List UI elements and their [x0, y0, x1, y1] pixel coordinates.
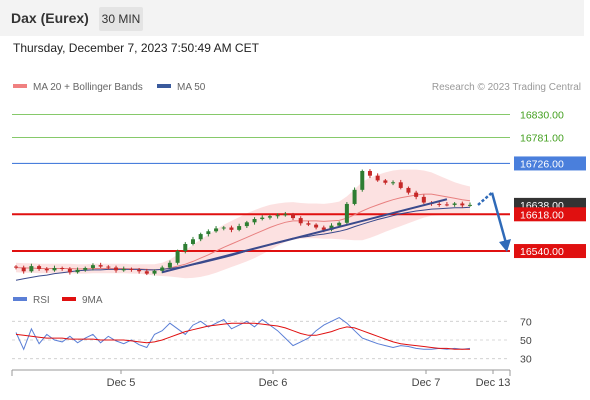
candle	[44, 268, 49, 271]
price-label-16540: 16540.00	[520, 246, 564, 258]
candle	[152, 270, 157, 274]
price-label-box-16726	[514, 156, 586, 171]
candle	[329, 225, 334, 230]
candle	[352, 189, 357, 204]
candle	[221, 227, 226, 229]
candle	[167, 262, 172, 268]
legend-label-rsi: RSI	[33, 295, 50, 306]
rsi-tick-70: 70	[520, 316, 532, 328]
price-label-box-16540	[514, 244, 586, 259]
candle	[375, 175, 380, 181]
ma20-line	[15, 193, 471, 271]
candle	[75, 269, 80, 273]
candle	[52, 267, 57, 271]
candle	[206, 231, 211, 235]
candle	[114, 267, 119, 271]
candle	[321, 227, 326, 230]
candle	[83, 267, 88, 270]
candle	[175, 251, 180, 263]
candle	[98, 265, 103, 267]
candle	[90, 265, 95, 268]
x-tick-label-2: Dec 7	[412, 377, 441, 389]
legend-swatch-ma50	[157, 84, 171, 88]
price-label-16830: 16830.00	[520, 109, 564, 121]
x-tick-label-0: Dec 5	[107, 377, 136, 389]
candle	[137, 269, 142, 272]
x-tick-label-3: Dec 13	[476, 377, 511, 389]
trendline	[161, 198, 448, 274]
candle	[291, 214, 296, 219]
candle	[14, 266, 18, 268]
candle	[283, 214, 288, 216]
forecast-arrow-head	[499, 239, 511, 253]
timeframe-button[interactable]: 30 MIN	[99, 7, 143, 31]
candle	[29, 266, 34, 272]
candle	[406, 187, 411, 193]
legend-swatch-ma20	[13, 84, 27, 88]
candle	[314, 224, 319, 228]
candle	[298, 218, 303, 224]
rsi-tick-30: 30	[520, 354, 532, 366]
candle	[144, 271, 149, 274]
legend-label-ma20: MA 20 + Bollinger Bands	[33, 82, 143, 93]
candle	[106, 266, 111, 268]
candle	[183, 243, 188, 252]
candle	[306, 223, 311, 225]
candle	[121, 268, 126, 271]
candle	[383, 180, 388, 183]
candle	[468, 204, 472, 206]
candle	[37, 266, 42, 269]
candle	[275, 215, 280, 217]
candle	[214, 228, 219, 232]
rsi-tick-50: 50	[520, 335, 532, 347]
candle	[460, 203, 465, 206]
legend-label-9ma: 9MA	[82, 295, 103, 306]
candle	[414, 192, 419, 197]
candle	[244, 222, 249, 227]
price-label-box-16618	[514, 207, 586, 222]
candle	[267, 216, 272, 218]
candle	[452, 203, 457, 205]
legend-swatch-rsi	[13, 297, 27, 301]
legend-swatch-9ma	[62, 297, 76, 301]
candle	[421, 196, 426, 203]
candle	[21, 267, 26, 272]
candle	[129, 268, 134, 270]
candle	[444, 204, 449, 206]
forecast-arrow-shaft	[490, 192, 508, 244]
candle	[252, 219, 257, 223]
header-bar: Dax (Eurex) 30 MIN	[0, 0, 584, 36]
x-tick-label-1: Dec 6	[259, 377, 288, 389]
legend-label-ma50: MA 50	[177, 82, 206, 93]
candle	[260, 217, 265, 220]
candle	[198, 234, 203, 240]
timestamp: Thursday, December 7, 2023 7:50:49 AM CE…	[13, 41, 259, 55]
candle	[337, 222, 342, 226]
copyright: Research © 2023 Trading Central	[432, 82, 581, 93]
candle	[60, 267, 65, 269]
rsi-9ma-line	[15, 322, 470, 350]
candle	[360, 170, 365, 190]
candle	[237, 226, 242, 230]
candle	[367, 170, 372, 176]
candle	[160, 267, 165, 271]
rsi-line	[15, 317, 471, 351]
candle	[229, 227, 234, 230]
price-label-16726: 16726.00	[520, 158, 564, 170]
forecast-arrow-start	[477, 191, 493, 206]
candle	[344, 203, 349, 223]
price-label-16618: 16618.00	[520, 209, 564, 221]
candle	[67, 268, 72, 273]
instrument-title: Dax (Eurex)	[11, 10, 89, 26]
candle	[190, 239, 195, 244]
candle	[391, 182, 396, 184]
price-label-16781: 16781.00	[520, 133, 564, 145]
candle	[437, 203, 442, 205]
candle	[398, 182, 403, 188]
